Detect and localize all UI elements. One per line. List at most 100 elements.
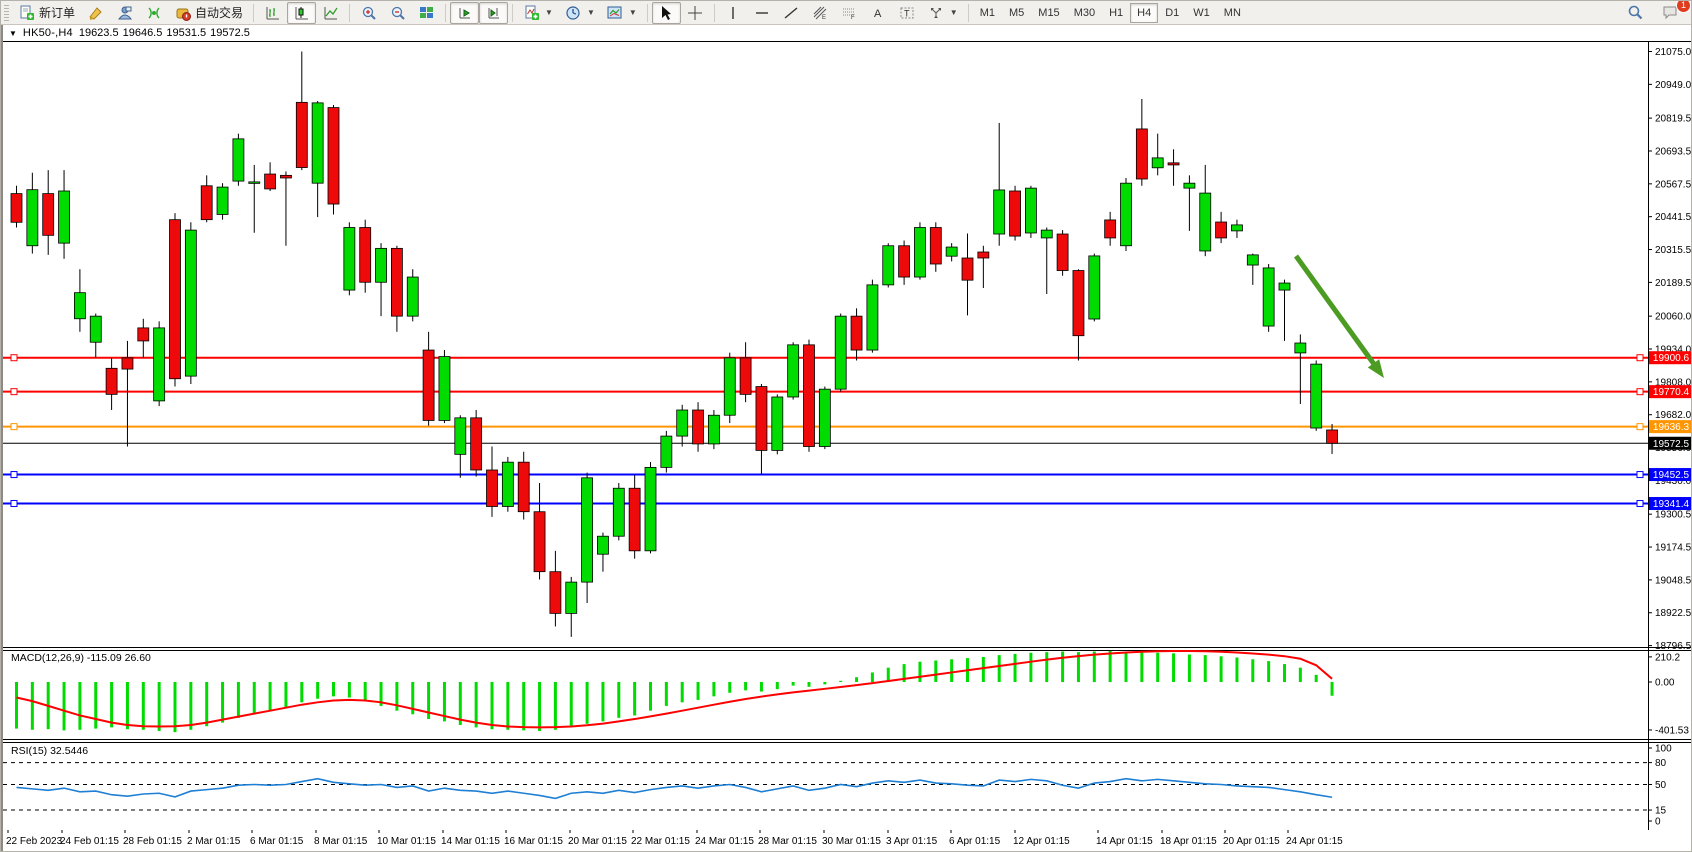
macd-signal-line: [16, 650, 1333, 729]
candle-body: [1025, 187, 1037, 234]
line-anchor[interactable]: [1636, 354, 1644, 362]
svg-text:19048.5: 19048.5: [1655, 575, 1692, 586]
candle-body: [597, 535, 609, 555]
candlestick-button[interactable]: [287, 1, 317, 24]
line-anchor[interactable]: [10, 354, 18, 362]
candles-series: [10, 51, 1338, 637]
candle-body: [216, 186, 229, 215]
chart-shift-button[interactable]: [479, 1, 509, 24]
periods-button[interactable]: ▼: [559, 2, 601, 24]
line-chart-button[interactable]: [316, 2, 345, 24]
cursor-button[interactable]: [651, 1, 681, 24]
shapes-button[interactable]: ▼: [922, 2, 964, 24]
price-badge: 19900.6: [1649, 351, 1691, 365]
new-order-label: 新订单: [39, 6, 76, 20]
indicators-button[interactable]: ▼: [517, 2, 559, 24]
candle-body: [612, 487, 625, 537]
crosshair-button[interactable]: [681, 2, 710, 24]
line-chart-icon: [322, 4, 339, 21]
svg-text:28 Mar 01:15: 28 Mar 01:15: [758, 836, 817, 847]
candle-body: [739, 357, 752, 395]
chart-canvas[interactable]: 21075.0 20949.0 20819.5 20693.5 20567.5 20441…: [3, 41, 1692, 852]
zoom-in-button[interactable]: [354, 2, 383, 24]
svg-text:15: 15: [1655, 806, 1667, 817]
candle-body: [708, 414, 720, 445]
candle-body: [533, 511, 546, 573]
toolbar-grip[interactable]: [4, 4, 9, 21]
timeframe-button-m15[interactable]: M15: [1038, 6, 1060, 19]
timeframe-button-m1[interactable]: M1: [979, 6, 995, 19]
timeframe-group: M1 M5 M15 M30 H1 H4 D1 W1 MN: [973, 2, 1248, 23]
line-anchor[interactable]: [1636, 423, 1644, 431]
svg-text:20060.0: 20060.0: [1655, 312, 1692, 323]
vertical-line-button[interactable]: [719, 2, 748, 24]
candle-body: [977, 251, 990, 259]
timeframe-button-w1[interactable]: W1: [1193, 6, 1210, 19]
line-anchor[interactable]: [10, 423, 18, 431]
trendline-button[interactable]: [777, 2, 806, 24]
svg-text:10 Mar 01:15: 10 Mar 01:15: [377, 836, 436, 847]
chart-window: ▼ HK50-,H4 19623.5 19646.5 19531.5 19572.5 …: [1, 25, 1692, 852]
candle-body: [232, 138, 245, 182]
line-anchor[interactable]: [1636, 500, 1644, 508]
fibo-button[interactable]: E: [806, 2, 835, 24]
candle-body: [26, 189, 39, 247]
candle-body: [692, 409, 704, 445]
candle-body: [644, 466, 657, 552]
price-badge: 19341.4: [1649, 497, 1691, 511]
svg-text:19770.4: 19770.4: [1653, 387, 1690, 398]
line-anchor[interactable]: [10, 388, 18, 396]
candle-body: [549, 571, 562, 614]
timeframe-button-h1[interactable]: H1: [1109, 6, 1124, 19]
candle-body: [898, 245, 910, 278]
candle-body: [153, 327, 166, 402]
macd-label: MACD(12,26,9) -115.09 26.60: [11, 652, 151, 664]
window-menu-icon[interactable]: ▼: [9, 28, 17, 38]
line-anchor[interactable]: [1636, 471, 1644, 479]
timeframe-button-m5[interactable]: M5: [1009, 6, 1025, 19]
candle-body: [375, 247, 387, 283]
new-order-button[interactable]: 新订单: [12, 2, 81, 24]
zoom-out-button[interactable]: [383, 2, 412, 24]
zoom-in-icon: [360, 4, 377, 21]
svg-text:18796.5: 18796.5: [1655, 641, 1692, 652]
tile-windows-button[interactable]: [412, 2, 441, 24]
grid-fibo-button[interactable]: F: [835, 2, 864, 24]
signal-button[interactable]: [139, 2, 168, 24]
candle-body: [42, 193, 55, 236]
svg-text:0.00: 0.00: [1655, 678, 1675, 689]
symbol-period-label: HK50-,H4: [22, 27, 73, 39]
notifications-button[interactable]: 1: [1656, 1, 1691, 24]
candle-body: [470, 417, 483, 471]
timeframe-button-d1[interactable]: D1: [1165, 6, 1180, 19]
candle-body: [89, 315, 102, 343]
svg-text:19900.6: 19900.6: [1653, 353, 1690, 364]
candle-body: [1088, 255, 1101, 320]
candle-body: [169, 219, 181, 380]
trend-arrow[interactable]: [1293, 254, 1384, 378]
horizontal-line-button[interactable]: [748, 2, 777, 24]
candle-body: [1294, 342, 1307, 354]
candle-body: [1326, 429, 1338, 444]
templates-button[interactable]: ▼: [601, 2, 643, 24]
auto-scroll-button[interactable]: [450, 1, 480, 24]
timeframe-button-mn[interactable]: MN: [1223, 6, 1241, 19]
line-anchor[interactable]: [1636, 388, 1644, 396]
line-anchor[interactable]: [10, 500, 18, 508]
profile-button[interactable]: [110, 2, 139, 24]
rsi-label: RSI(15) 32.5446: [11, 745, 88, 757]
line-anchor[interactable]: [10, 471, 18, 479]
text-button[interactable]: A: [864, 2, 893, 24]
text-icon: A: [870, 4, 887, 21]
svg-text:19300.5: 19300.5: [1655, 510, 1692, 521]
label-button[interactable]: T: [893, 2, 922, 24]
auto-trading-button[interactable]: 自动交易: [168, 2, 249, 24]
svg-text:6 Mar 01:15: 6 Mar 01:15: [250, 836, 304, 847]
search-button[interactable]: [1621, 2, 1650, 24]
timeframe-button-m30[interactable]: M30: [1073, 6, 1096, 19]
highlighter-button[interactable]: [81, 2, 110, 24]
timeframe-button-h4[interactable]: H4: [1130, 2, 1159, 23]
svg-text:19682.0: 19682.0: [1655, 410, 1692, 421]
bar-chart-button[interactable]: [258, 2, 287, 24]
